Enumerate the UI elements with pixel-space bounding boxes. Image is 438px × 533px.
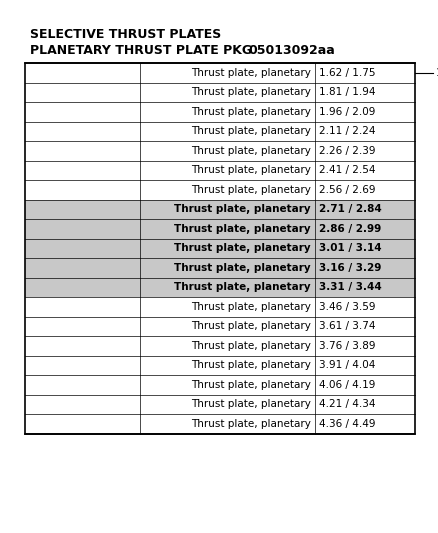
Text: 1: 1 [436, 68, 438, 78]
Text: Thrust plate, planetary: Thrust plate, planetary [191, 107, 311, 117]
Text: 4.21 / 4.34: 4.21 / 4.34 [319, 399, 375, 409]
Text: Thrust plate, planetary: Thrust plate, planetary [174, 204, 311, 214]
Text: Thrust plate, planetary: Thrust plate, planetary [191, 321, 311, 331]
Bar [25, 219, 415, 238]
Text: 3.01 / 3.14: 3.01 / 3.14 [319, 243, 381, 253]
Text: 2.41 / 2.54: 2.41 / 2.54 [319, 165, 375, 175]
Text: Thrust plate, planetary: Thrust plate, planetary [191, 165, 311, 175]
Text: 3.91 / 4.04: 3.91 / 4.04 [319, 360, 375, 370]
Text: Thrust plate, planetary: Thrust plate, planetary [191, 146, 311, 156]
Bar [25, 278, 415, 297]
Text: Thrust plate, planetary: Thrust plate, planetary [191, 185, 311, 195]
Text: SELECTIVE THRUST PLATES: SELECTIVE THRUST PLATES [30, 28, 221, 41]
Text: Thrust plate, planetary: Thrust plate, planetary [174, 243, 311, 253]
Text: PLANETARY THRUST PLATE PKG: PLANETARY THRUST PLATE PKG [30, 44, 252, 57]
Text: 4.06 / 4.19: 4.06 / 4.19 [319, 379, 375, 390]
Text: 2.56 / 2.69: 2.56 / 2.69 [319, 185, 375, 195]
Text: 2.86 / 2.99: 2.86 / 2.99 [319, 224, 381, 234]
Text: 3.61 / 3.74: 3.61 / 3.74 [319, 321, 375, 331]
Text: 3.46 / 3.59: 3.46 / 3.59 [319, 302, 375, 312]
Bar [25, 199, 415, 219]
Text: Thrust plate, planetary: Thrust plate, planetary [174, 224, 311, 234]
Text: Thrust plate, planetary: Thrust plate, planetary [191, 341, 311, 351]
Text: Thrust plate, planetary: Thrust plate, planetary [174, 282, 311, 292]
Text: 2.71 / 2.84: 2.71 / 2.84 [319, 204, 382, 214]
Text: Thrust plate, planetary: Thrust plate, planetary [191, 68, 311, 78]
Text: Thrust plate, planetary: Thrust plate, planetary [191, 302, 311, 312]
Text: Thrust plate, planetary: Thrust plate, planetary [191, 419, 311, 429]
Text: 1.96 / 2.09: 1.96 / 2.09 [319, 107, 375, 117]
Text: 3.16 / 3.29: 3.16 / 3.29 [319, 263, 381, 273]
Text: Thrust plate, planetary: Thrust plate, planetary [174, 263, 311, 273]
Bar [25, 63, 415, 433]
Text: Thrust plate, planetary: Thrust plate, planetary [191, 399, 311, 409]
Text: 05013092aa: 05013092aa [248, 44, 335, 57]
Text: 2.26 / 2.39: 2.26 / 2.39 [319, 146, 375, 156]
Text: 3.31 / 3.44: 3.31 / 3.44 [319, 282, 382, 292]
Bar [25, 238, 415, 258]
Text: Thrust plate, planetary: Thrust plate, planetary [191, 379, 311, 390]
Text: 3.76 / 3.89: 3.76 / 3.89 [319, 341, 375, 351]
Text: Thrust plate, planetary: Thrust plate, planetary [191, 126, 311, 136]
Text: 1.81 / 1.94: 1.81 / 1.94 [319, 87, 375, 97]
Text: Thrust plate, planetary: Thrust plate, planetary [191, 360, 311, 370]
Text: Thrust plate, planetary: Thrust plate, planetary [191, 87, 311, 97]
Text: 1.62 / 1.75: 1.62 / 1.75 [319, 68, 375, 78]
Text: 4.36 / 4.49: 4.36 / 4.49 [319, 419, 375, 429]
Text: 2.11 / 2.24: 2.11 / 2.24 [319, 126, 375, 136]
Bar [25, 258, 415, 278]
